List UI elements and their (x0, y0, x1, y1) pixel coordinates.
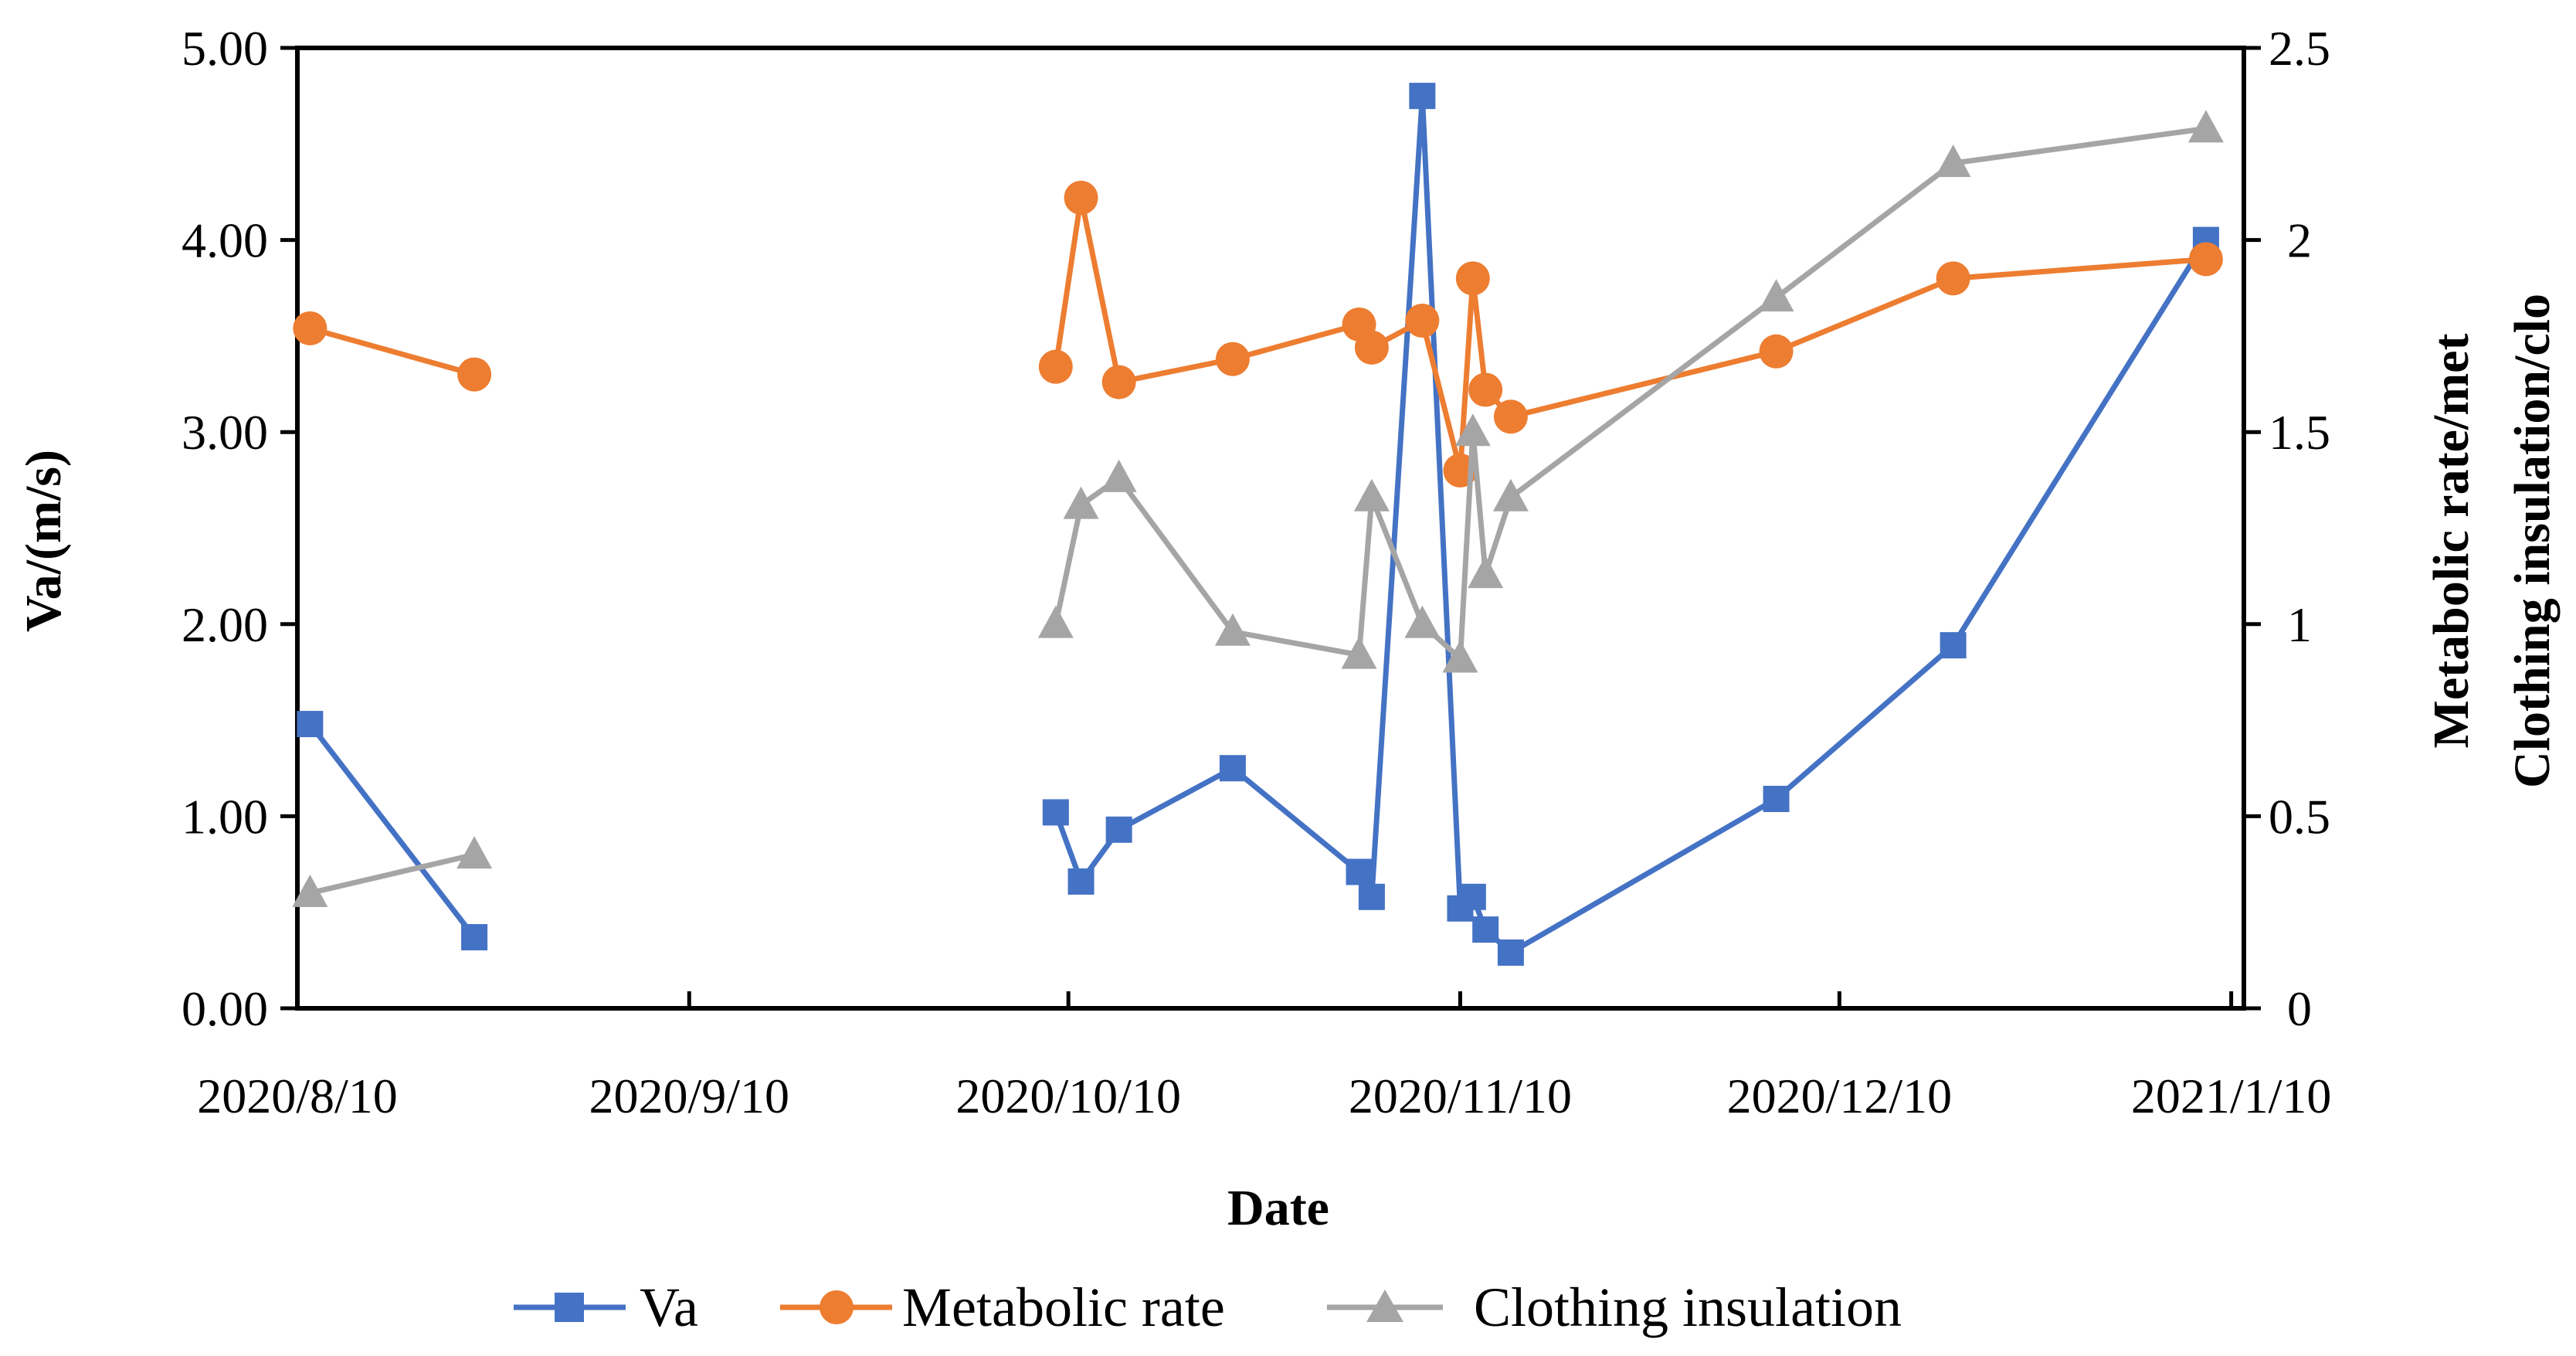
data-point-va (1497, 939, 1524, 966)
data-point-metabolic-rate (1405, 304, 1440, 338)
series-line (307, 722, 477, 940)
y2-axis-title-line2: Clothing insulation/clo (2504, 294, 2561, 788)
data-point-va (1067, 868, 1095, 895)
y-tick-label: 1.00 (182, 789, 268, 844)
data-point-metabolic-rate (2188, 242, 2223, 277)
y2-tick-label: 1 (2287, 597, 2312, 652)
legend-clothing-label: Clothing insulation (1474, 1276, 1902, 1338)
y2-tick-label: 2.5 (2269, 21, 2330, 76)
series-clothing-insulation (292, 110, 2224, 907)
data-point-clothing-insulation (1935, 144, 1971, 178)
data-point-metabolic-rate (1354, 330, 1389, 365)
y2-tick-label: 2 (2287, 213, 2312, 268)
data-point-metabolic-rate (1936, 261, 1970, 296)
data-point-va (1346, 858, 1373, 885)
legend-va-label: Va (640, 1276, 698, 1338)
series-line (309, 325, 476, 377)
data-point-metabolic-rate (1759, 334, 1794, 369)
data-point-metabolic-rate (1215, 342, 1250, 376)
data-point-va (1105, 816, 1132, 843)
data-point-metabolic-rate (1455, 261, 1490, 296)
y-tick-label: 0.00 (182, 981, 268, 1036)
data-point-clothing-insulation (1037, 605, 1074, 638)
data-point-va (1042, 799, 1069, 826)
data-point-clothing-insulation (1454, 413, 1491, 447)
data-point-metabolic-rate (457, 357, 492, 392)
data-point-clothing-insulation (1442, 640, 1478, 673)
series-va (297, 83, 2219, 966)
plot-frame (295, 46, 2246, 1011)
x-tick-label: 2021/1/10 (2131, 1069, 2332, 1123)
data-point-clothing-insulation (1468, 556, 1504, 589)
data-point-clothing-insulation (1101, 459, 1137, 492)
data-point-clothing-insulation (1758, 279, 1794, 312)
tick-labels: 0.00 1.00 2.00 3.00 4.00 5.00 0 0.5 1 1.5 2 2.5 2020… (182, 21, 2331, 1123)
legend-metabolic-label: Metabolic rate (902, 1276, 1225, 1338)
data-point-clothing-insulation (292, 874, 328, 907)
data-point-metabolic-rate (1468, 372, 1503, 407)
data-point-va (461, 924, 488, 951)
data-point-va (1219, 755, 1246, 782)
data-point-clothing-insulation (456, 836, 493, 869)
y-tick-label: 3.00 (182, 405, 268, 460)
data-point-va (1763, 786, 1790, 813)
series-line (309, 851, 475, 896)
data-point-clothing-insulation (1353, 478, 1390, 511)
legend-metabolic-marker (820, 1290, 854, 1324)
legend-va-marker (555, 1293, 584, 1322)
series-line (1053, 195, 2207, 474)
x-tick-label: 2020/9/10 (589, 1069, 789, 1123)
legend-clothing-marker (1366, 1290, 1403, 1322)
data-point-clothing-insulation (1404, 605, 1441, 638)
axes (295, 46, 2246, 1011)
data-point-va (1409, 83, 1436, 110)
series-metabolic-rate (293, 180, 2223, 488)
data-point-clothing-insulation (1063, 486, 1099, 519)
data-point-metabolic-rate (1038, 349, 1073, 384)
series-line (1053, 93, 2208, 956)
data-point-va (1459, 883, 1486, 910)
legend: Va Metabolic rate Clothing insulation (514, 1276, 1902, 1338)
data-point-va (1358, 883, 1385, 910)
x-tick-label: 2020/10/10 (955, 1069, 1181, 1123)
plot-series (292, 83, 2224, 966)
data-point-clothing-insulation (1341, 636, 1377, 669)
data-point-metabolic-rate (1101, 365, 1136, 399)
data-point-metabolic-rate (1493, 399, 1528, 434)
data-point-clothing-insulation (1492, 478, 1529, 511)
y-tick-label: 5.00 (182, 21, 268, 76)
data-point-va (1940, 632, 1967, 659)
data-point-clothing-insulation (1214, 613, 1251, 646)
x-tick-label: 2020/8/10 (197, 1069, 398, 1123)
y2-tick-label: 1.5 (2269, 405, 2330, 460)
series-line (1053, 125, 2207, 661)
x-tick-label: 2020/12/10 (1727, 1069, 1953, 1123)
data-point-metabolic-rate (1064, 180, 1098, 215)
y2-tick-label: 0 (2287, 981, 2312, 1036)
legend-item-va: Va (514, 1276, 698, 1338)
y2-tick-label: 0.5 (2269, 789, 2330, 844)
y-tick-label: 2.00 (182, 597, 268, 652)
data-point-metabolic-rate (293, 311, 328, 345)
legend-item-metabolic-rate: Metabolic rate (780, 1276, 1225, 1338)
data-point-clothing-insulation (2187, 110, 2224, 143)
x-tick-label: 2020/11/10 (1349, 1069, 1572, 1123)
data-point-va (1472, 916, 1499, 943)
y-axis-title: Va/(m/s) (15, 450, 72, 632)
data-point-va (297, 711, 324, 738)
y-tick-label: 4.00 (182, 213, 268, 268)
y2-axis-title-line1: Metabolic rate/met (2423, 334, 2479, 749)
legend-item-clothing-insulation: Clothing insulation (1327, 1276, 1902, 1338)
x-axis-title: Date (1227, 1180, 1329, 1236)
